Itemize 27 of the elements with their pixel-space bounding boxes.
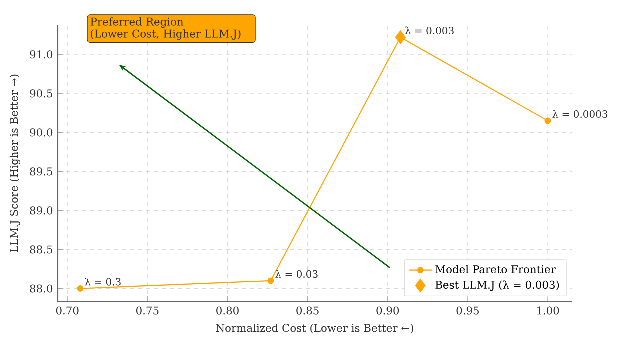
y-tick-label: 90.5 bbox=[30, 90, 52, 98]
x-tick-label: 0.75 bbox=[136, 306, 159, 315]
x-tick-label: 0.90 bbox=[376, 306, 400, 315]
x-tick-label: 0.70 bbox=[56, 306, 79, 315]
point bbox=[544, 118, 552, 124]
y-tick-label: 89.5 bbox=[30, 168, 52, 176]
annotation: λ = 0.3 bbox=[85, 278, 121, 286]
y-tick-label: 89.0 bbox=[30, 206, 53, 215]
y-tick-label: 90.0 bbox=[30, 128, 53, 137]
annotation: λ = 0.003 bbox=[405, 26, 454, 35]
point bbox=[395, 30, 406, 44]
y-tick-label: 88.5 bbox=[30, 246, 52, 254]
y-tick-label: 88.0 bbox=[30, 284, 53, 293]
y-axis-title: LLM.J Score (Higher is Better →) bbox=[10, 74, 20, 252]
legend-label: Best LLM.J (λ = 0.003) bbox=[436, 280, 560, 292]
point bbox=[268, 278, 274, 284]
x-tick-label: 0.95 bbox=[456, 306, 479, 315]
legend-label: Model Pareto Frontier bbox=[436, 265, 556, 274]
x-tick-label: 1.00 bbox=[537, 306, 560, 315]
point bbox=[77, 286, 84, 292]
annotation: λ = 0.03 bbox=[276, 270, 318, 278]
x-tick-label: 0.85 bbox=[296, 306, 319, 315]
x-tick-label: 0.80 bbox=[216, 306, 239, 315]
x-axis-title: Normalized Cost (Lower is Better ←) bbox=[216, 324, 414, 334]
annotation: λ = 0.0003 bbox=[552, 110, 608, 118]
y-tick-label: 91.0 bbox=[30, 50, 53, 59]
annotation: Preferred Region (Lower Cost, Higher LLM.J) bbox=[90, 18, 241, 40]
